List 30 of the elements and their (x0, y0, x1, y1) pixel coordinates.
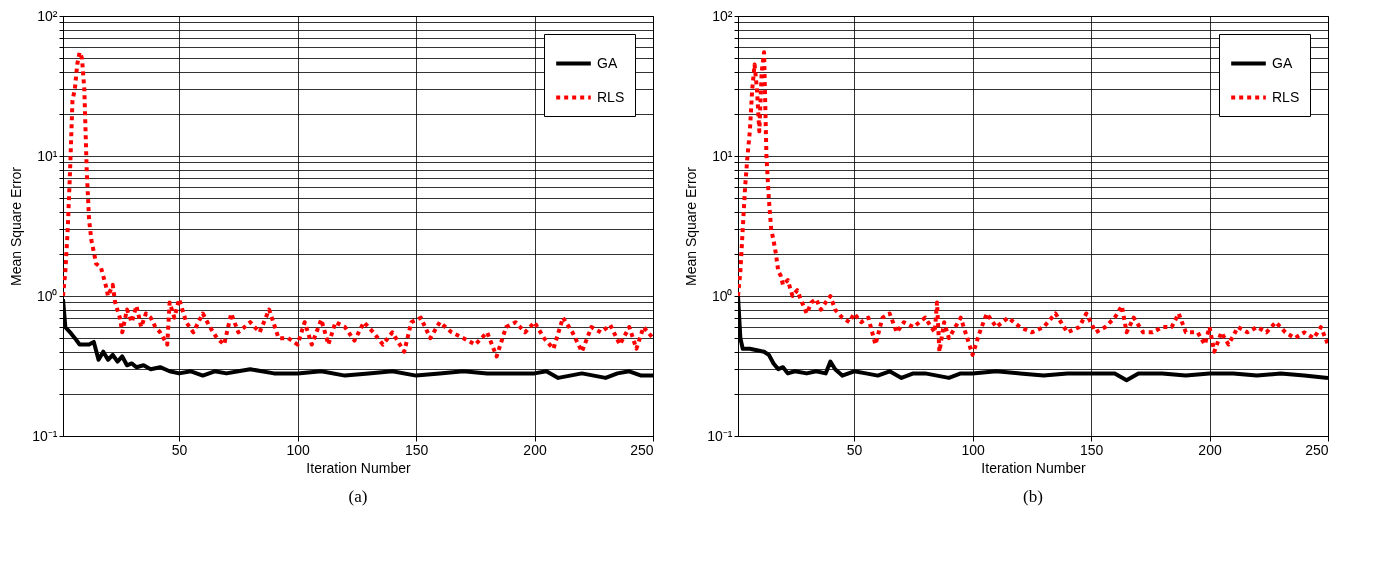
y-axis-title: Mean Square Error (683, 166, 700, 287)
legend-label: GA (597, 54, 618, 71)
x-tick-label: 50 (846, 441, 863, 458)
y-tick-label: 10¹ (712, 147, 733, 164)
x-axis-title: Iteration Number (306, 459, 411, 476)
x-tick-label: 50 (171, 441, 188, 458)
legend-label: RLS (597, 88, 625, 105)
text: (a) (348, 487, 368, 506)
y-tick-label: 10⁰ (711, 287, 733, 304)
y-tick-label: 10⁻¹ (32, 427, 58, 444)
line-series (738, 50, 1328, 357)
y-tick-label: 10⁰ (36, 287, 58, 304)
y-axis-title: Mean Square Error (8, 166, 25, 287)
x-tick-label: 250 (630, 441, 654, 458)
line-series (63, 50, 653, 359)
x-tick-label: 150 (404, 441, 429, 458)
x-tick-label: 150 (1079, 441, 1104, 458)
legend-label: GA (1272, 54, 1293, 71)
text: (b) (1023, 487, 1043, 506)
y-tick-label: 10⁻¹ (707, 427, 733, 444)
x-tick-label: 100 (961, 441, 985, 458)
x-tick-label: 250 (1305, 441, 1329, 458)
y-tick-label: 10² (712, 7, 733, 24)
x-axis-title: Iteration Number (981, 459, 1086, 476)
x-tick-label: 200 (1198, 441, 1222, 458)
y-tick-label: 10¹ (37, 147, 58, 164)
y-tick-label: 10² (37, 7, 58, 24)
x-tick-label: 200 (523, 441, 547, 458)
legend-label: RLS (1272, 88, 1300, 105)
x-tick-label: 100 (286, 441, 310, 458)
